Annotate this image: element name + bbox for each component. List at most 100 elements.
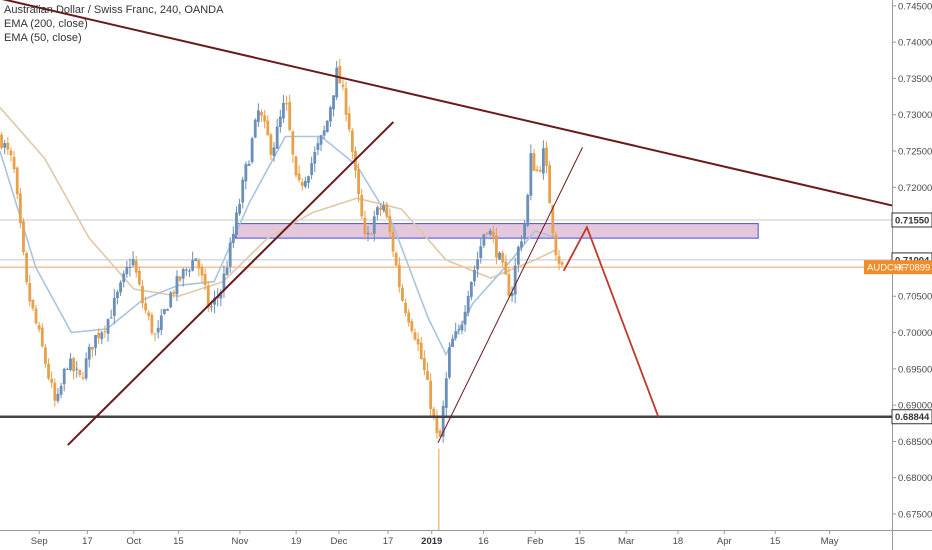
y-tick-label: 0.74500 (898, 1, 932, 12)
candle-body (560, 262, 564, 265)
x-tick-label: Dec (331, 536, 348, 547)
candle-body (429, 380, 433, 410)
candle-body (125, 267, 129, 275)
candle-body (479, 246, 483, 258)
candle-body (28, 283, 32, 302)
resistance-trendline (1, 0, 893, 207)
y-tick-label: 0.73500 (898, 74, 932, 85)
candle-body (363, 217, 367, 235)
candle-body (388, 216, 392, 233)
legend-ema200[interactable]: EMA (200, close) (4, 18, 88, 30)
y-tick-label: 0.70500 (898, 292, 932, 303)
candle-body (69, 358, 72, 371)
candle (241, 176, 245, 209)
candle (247, 160, 251, 166)
candle (106, 318, 110, 342)
candle (495, 227, 498, 265)
candle (303, 176, 307, 189)
candle (457, 324, 461, 335)
x-tick-label: 18 (673, 536, 684, 547)
legend-title[interactable]: Australian Dollar / Swiss Franc, 240, OA… (4, 4, 224, 16)
candle-body (15, 167, 19, 195)
candle (545, 141, 548, 174)
candle-body (22, 221, 25, 253)
candle-body (532, 153, 536, 171)
candle (222, 265, 226, 298)
candle-body (407, 312, 411, 323)
candle-body (291, 131, 295, 155)
candle (541, 140, 545, 180)
candle (404, 298, 407, 317)
candle (313, 146, 317, 173)
candle-body (466, 295, 470, 313)
candle (266, 115, 270, 136)
candle (532, 148, 536, 171)
candle-body (260, 112, 263, 116)
candle-body (225, 267, 229, 275)
candle-body (385, 204, 389, 217)
candle (375, 205, 379, 220)
candle (12, 151, 16, 174)
candle (159, 308, 163, 336)
candle-body (156, 327, 160, 333)
x-tick-label: Sep (31, 536, 48, 547)
candle-body (444, 378, 448, 408)
candle-body (228, 242, 232, 267)
candle (256, 103, 260, 128)
candle (109, 309, 113, 319)
x-tick-label: 17 (383, 536, 394, 547)
candle-body (272, 147, 276, 157)
candle-body (119, 282, 122, 293)
candle (335, 61, 339, 101)
candle-body (510, 292, 514, 297)
chart-legend: Australian Dollar / Swiss Franc, 240, OA… (4, 3, 223, 45)
candle-body (56, 394, 60, 402)
x-tick-label: 16 (478, 536, 489, 547)
candle-body (100, 332, 104, 340)
candle-body (297, 173, 301, 180)
candle-body (219, 292, 223, 299)
candle-body (241, 179, 245, 203)
candle (197, 258, 201, 277)
y-tick-label: 0.69000 (898, 401, 932, 412)
candle (59, 382, 63, 399)
candle (357, 162, 361, 203)
candle-body (247, 163, 251, 166)
candle-body (375, 207, 379, 215)
candle (87, 343, 91, 368)
candle-body (463, 311, 467, 325)
candle-body (181, 269, 185, 279)
candle-body (319, 135, 323, 145)
candle-body (507, 274, 511, 296)
candle-body (44, 347, 47, 364)
candle (507, 267, 511, 297)
candle (231, 226, 235, 248)
candle-body (457, 329, 461, 331)
candle-body (535, 169, 539, 171)
candle-body (473, 269, 476, 282)
candle-body (485, 232, 489, 234)
candle-body (200, 267, 204, 276)
candle-body (325, 120, 329, 132)
candle-body (391, 231, 395, 252)
candle (78, 369, 82, 378)
current-price-tag-bg (864, 260, 932, 275)
legend-ema50[interactable]: EMA (50, close) (4, 32, 82, 44)
candle (344, 81, 348, 122)
y-tick-label: 0.69500 (898, 364, 932, 375)
candle (410, 318, 414, 334)
candle-body (338, 65, 342, 84)
candle (382, 201, 386, 213)
candle-body (278, 116, 282, 127)
candle (482, 233, 486, 249)
candle-body (501, 252, 505, 263)
y-tick-label: 0.67500 (898, 510, 932, 521)
candle (407, 308, 411, 327)
candle-body (65, 368, 69, 370)
candle-body (269, 134, 273, 155)
candle-body (488, 230, 492, 235)
candle (535, 165, 539, 173)
candle-body (112, 297, 116, 316)
candle (310, 156, 314, 180)
